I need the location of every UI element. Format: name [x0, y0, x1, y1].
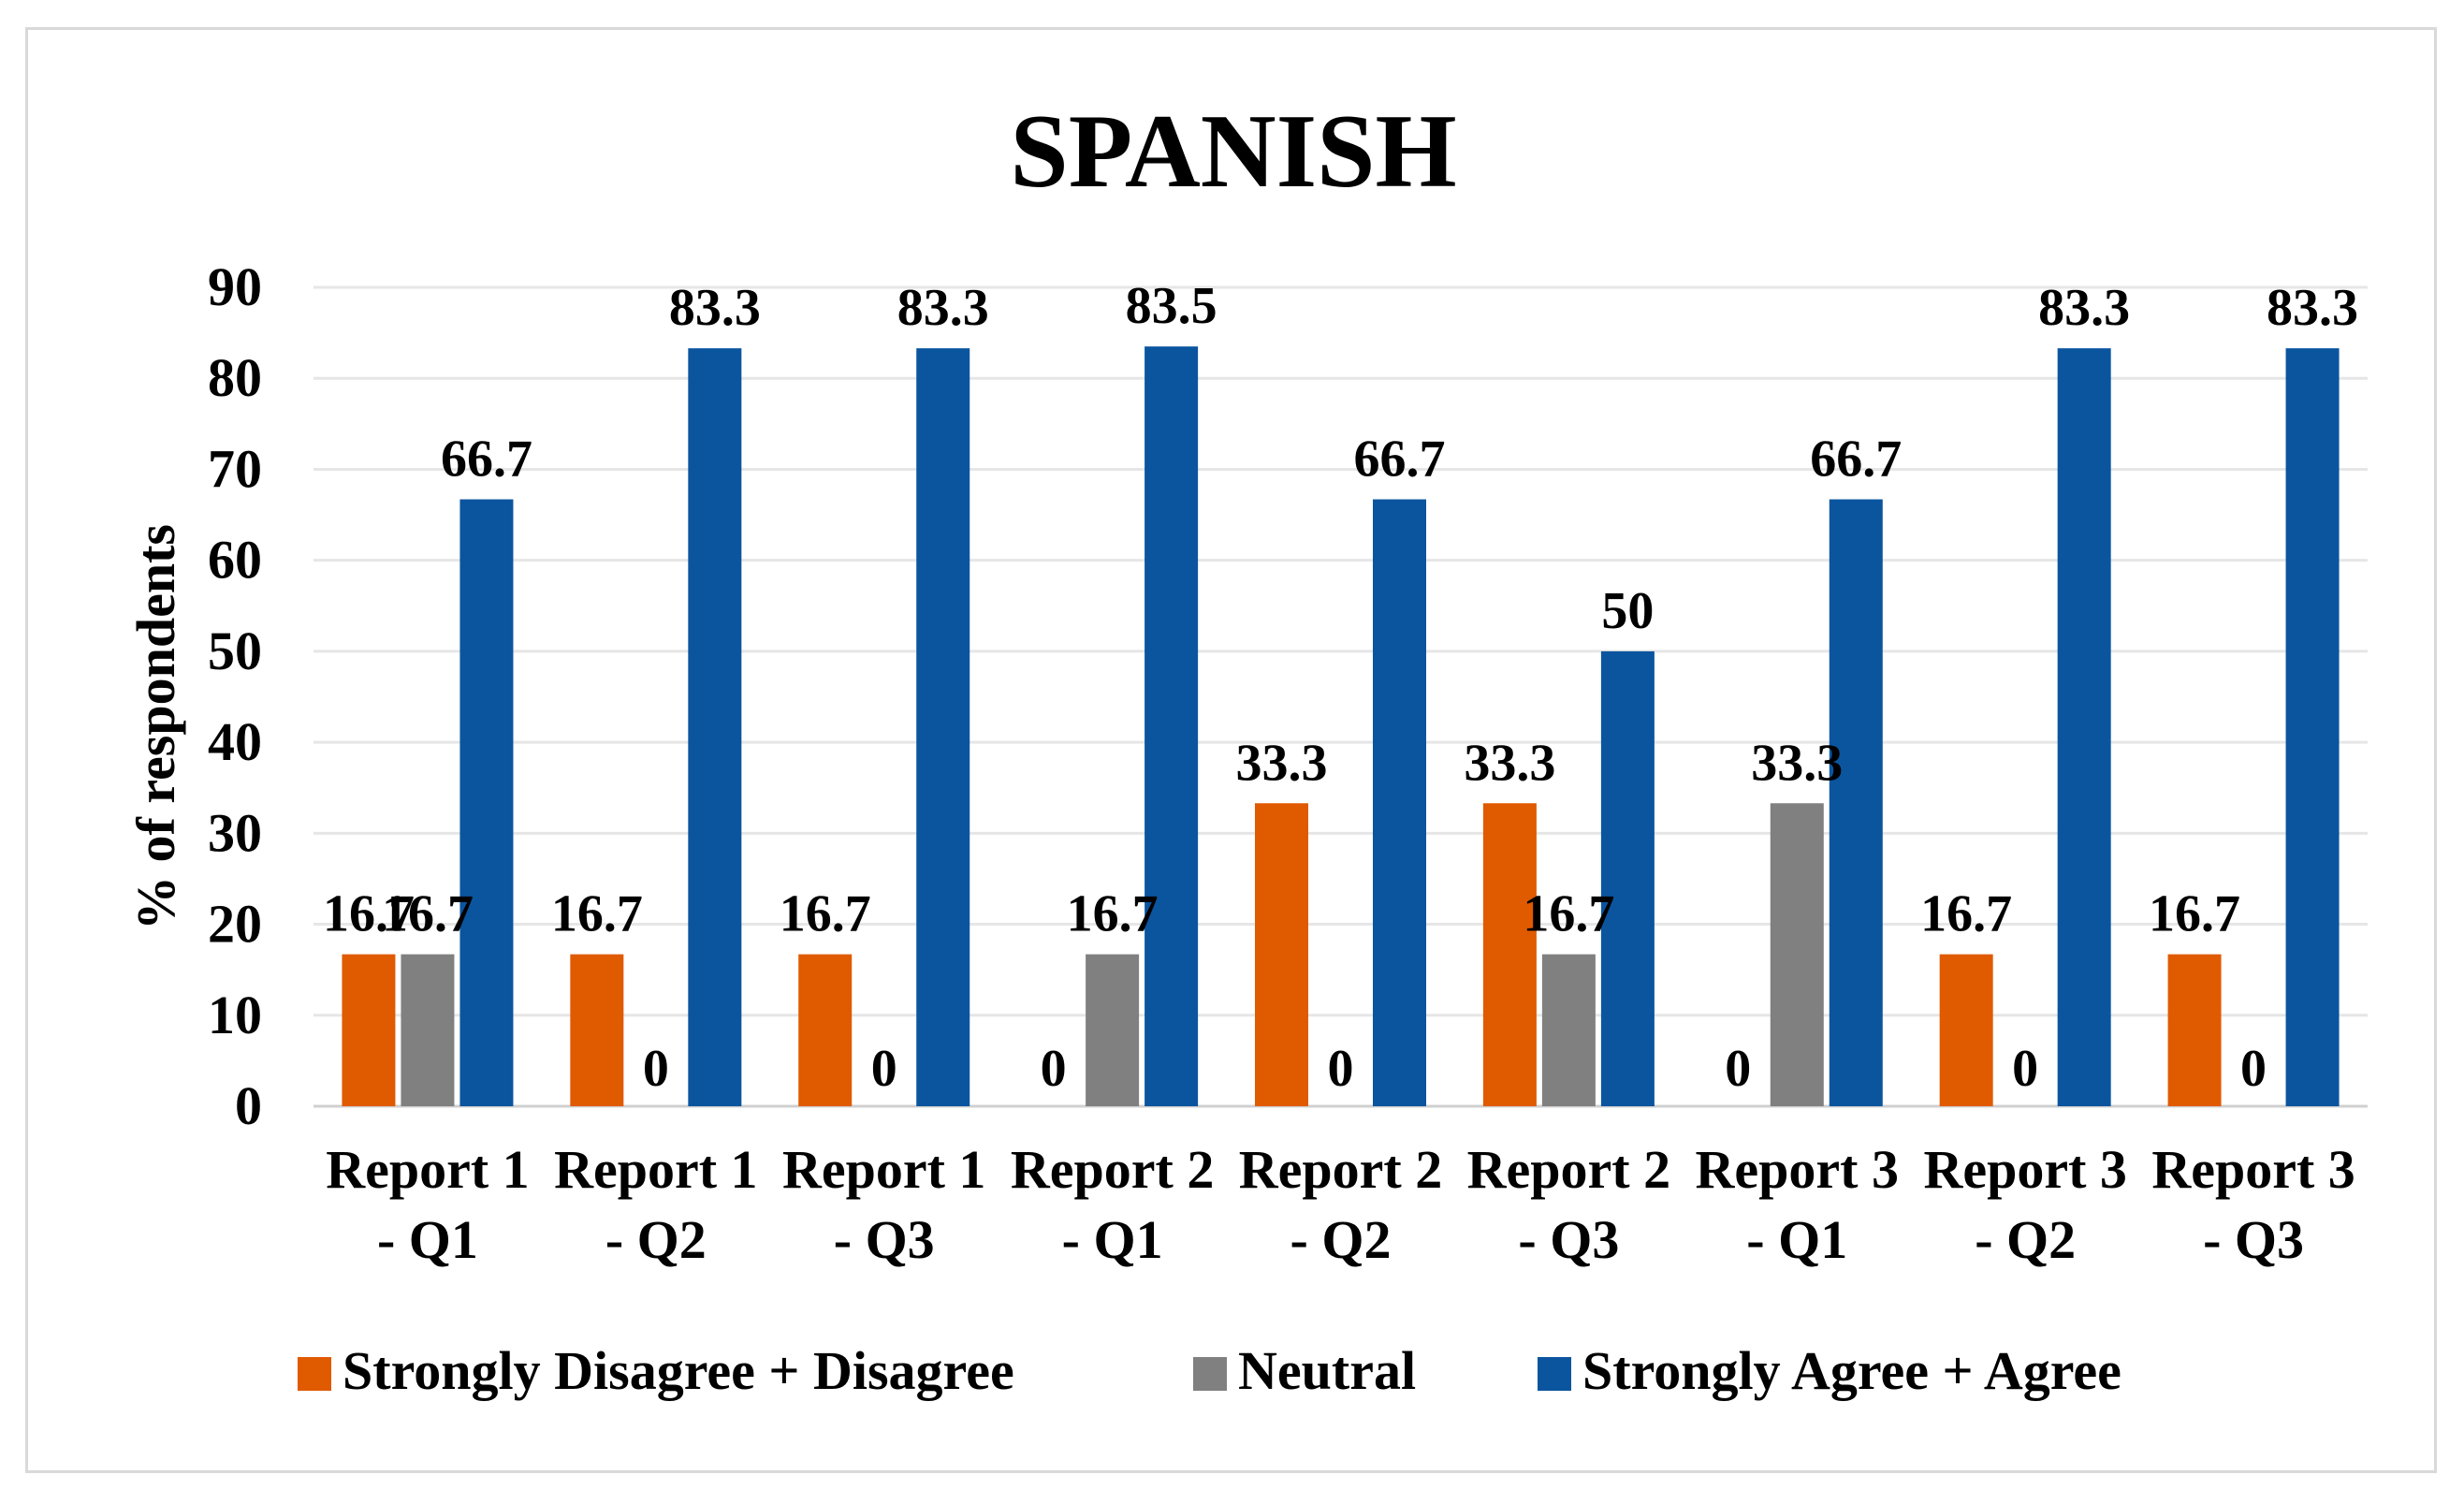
y-tick-label: 10: [208, 985, 262, 1045]
y-tick-label: 90: [208, 256, 262, 317]
bar: [1600, 650, 1655, 1106]
y-tick-label: 50: [208, 621, 262, 681]
chart-frame: SPANISH 0 10 20 30 40 50 60 70 80 90 % of respond…: [25, 27, 2437, 1473]
data-label: 16.7: [1920, 885, 2012, 943]
y-tick-label: 80: [208, 347, 262, 408]
data-label: 33.3: [1751, 734, 1843, 792]
y-tick-label: 20: [208, 894, 262, 955]
bar: [1145, 346, 1199, 1106]
y-tick-label: 40: [208, 711, 262, 772]
category-label: Report 1- Q2: [554, 1139, 757, 1270]
bar: [798, 954, 853, 1106]
bar: [2057, 348, 2111, 1106]
bar: [342, 954, 396, 1106]
legend-item: Neutral: [1193, 1340, 1416, 1401]
data-label: 83.3: [2267, 279, 2358, 337]
legend-swatch: [1538, 1357, 1571, 1391]
data-label: 83.5: [1126, 277, 1217, 335]
data-label: 83.3: [669, 279, 761, 337]
bars: [342, 346, 2340, 1106]
y-tick-label: 60: [208, 530, 262, 591]
data-label: 16.7: [1067, 885, 1159, 943]
data-label: 83.3: [2038, 279, 2130, 337]
data-label: 0: [1041, 1040, 1067, 1098]
bar: [570, 954, 624, 1106]
category-label: Report 3- Q2: [1923, 1139, 2126, 1270]
y-tick-label: 30: [208, 802, 262, 863]
bar: [2285, 348, 2340, 1106]
y-axis-ticks: 0 10 20 30 40 50 60 70 80 90: [208, 256, 262, 1136]
bar: [1373, 499, 1426, 1106]
category-label: Report 2- Q1: [1011, 1139, 1214, 1270]
legend-label: Neutral: [1238, 1340, 1416, 1401]
category-label: Report 3- Q3: [2151, 1139, 2355, 1270]
data-label: 0: [1328, 1040, 1354, 1098]
data-label: 16.7: [1523, 885, 1614, 943]
bar: [401, 954, 455, 1106]
data-label: 66.7: [441, 431, 532, 489]
data-label: 33.3: [1464, 734, 1555, 792]
legend-item: Strongly Agree + Agree: [1538, 1340, 2121, 1401]
data-label: 50: [1601, 582, 1654, 640]
category-label: Report 1- Q3: [782, 1139, 985, 1270]
category-label: Report 2- Q2: [1239, 1139, 1442, 1270]
data-label: 0: [2240, 1040, 2267, 1098]
data-label: 66.7: [1354, 431, 1446, 489]
bar: [1939, 954, 1993, 1106]
data-label: 0: [871, 1040, 897, 1098]
legend: Strongly Disagree + Disagree Neutral Stron…: [298, 1340, 2121, 1401]
data-label: 16.7: [323, 885, 415, 943]
bar: [2167, 954, 2222, 1106]
legend-swatch: [298, 1357, 331, 1391]
gridlines: [313, 285, 2368, 1108]
legend-label: Strongly Disagree + Disagree: [343, 1340, 1014, 1401]
category-label: Report 2- Q3: [1467, 1139, 1670, 1270]
legend-item: Strongly Disagree + Disagree: [298, 1340, 1014, 1401]
data-label: 16.7: [780, 885, 871, 943]
y-tick-label: 70: [208, 438, 262, 499]
y-axis-label: % of respondents: [125, 524, 186, 930]
category-label: Report 1- Q1: [326, 1139, 529, 1270]
legend-swatch: [1193, 1357, 1227, 1391]
data-label: 16.7: [382, 885, 474, 943]
data-label: 66.7: [1810, 431, 1902, 489]
data-label: 0: [643, 1040, 669, 1098]
bar: [688, 348, 742, 1106]
data-label: 16.7: [2149, 885, 2240, 943]
bar: [1541, 954, 1596, 1106]
bar: [916, 348, 970, 1106]
chart-title: SPANISH: [1010, 94, 1456, 210]
bar: [1770, 803, 1824, 1106]
legend-label: Strongly Agree + Agree: [1582, 1340, 2121, 1401]
bar: [1829, 499, 1883, 1106]
bar: [459, 499, 514, 1106]
category-label: Report 3- Q1: [1696, 1139, 1899, 1270]
bar: [1482, 803, 1537, 1106]
y-tick-label: 0: [235, 1075, 262, 1136]
bar: [1086, 954, 1140, 1106]
data-label: 16.7: [551, 885, 643, 943]
bar: [1255, 803, 1308, 1106]
chart-svg: SPANISH 0 10 20 30 40 50 60 70 80 90 % of respond…: [125, 94, 2368, 1401]
data-label: 0: [2012, 1040, 2038, 1098]
data-label: 33.3: [1236, 734, 1328, 792]
data-label: 83.3: [897, 279, 989, 337]
data-label: 0: [1725, 1040, 1751, 1098]
